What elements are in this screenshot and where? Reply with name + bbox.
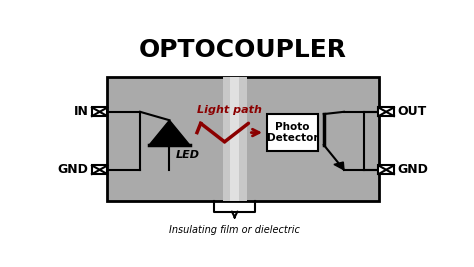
Polygon shape [334,162,344,170]
Bar [378,166,394,174]
Text: IN: IN [73,105,88,118]
Text: GND: GND [398,163,428,176]
Text: Insulating film or dielectric: Insulating film or dielectric [169,225,300,235]
Text: GND: GND [57,163,88,176]
Bar [92,108,108,116]
Bar [230,77,239,201]
Bar [107,77,379,201]
Text: OUT: OUT [398,105,427,118]
Bar [267,114,318,151]
Text: Light path: Light path [197,105,262,115]
Bar [378,108,394,116]
Polygon shape [149,120,190,145]
Text: LED: LED [175,150,200,160]
Bar [92,166,108,174]
Bar [223,77,246,201]
Text: Photo
Detector: Photo Detector [267,122,318,143]
Text: OPTOCOUPLER: OPTOCOUPLER [139,38,347,62]
